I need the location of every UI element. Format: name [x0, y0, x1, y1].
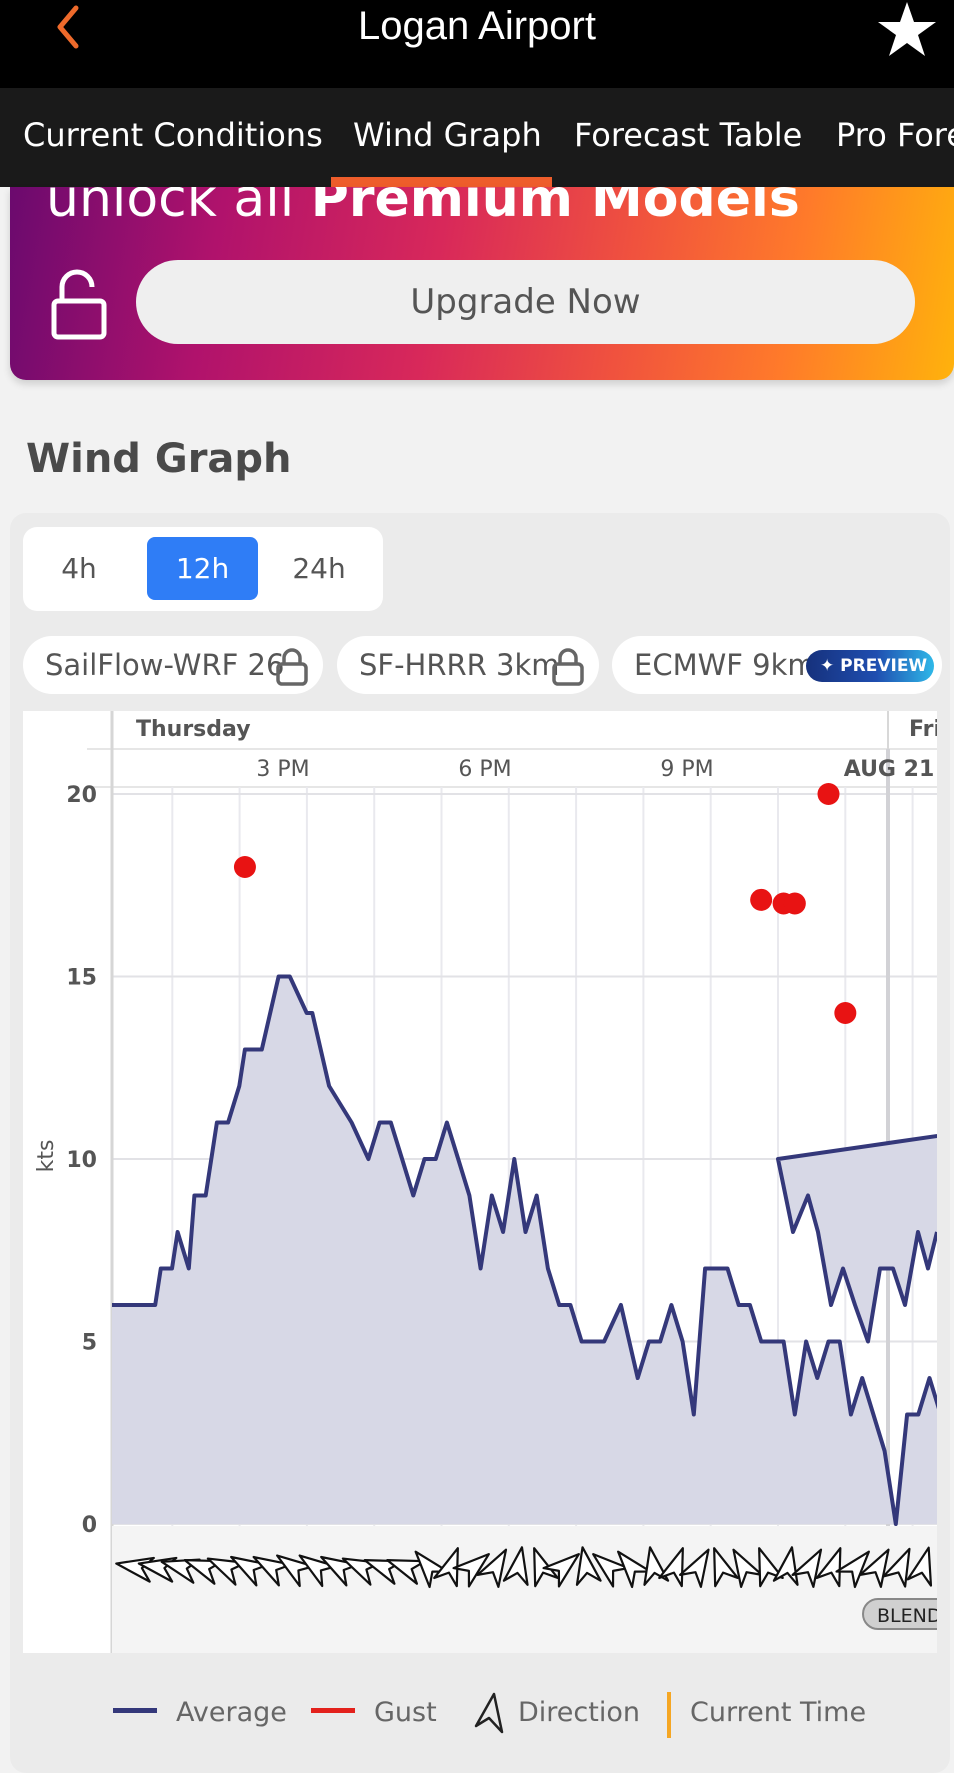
legend-gust-swatch — [311, 1708, 355, 1713]
direction-arrow — [859, 1548, 890, 1588]
average-area-fill — [112, 976, 937, 1524]
model-chip-label: SF-HRRR 3km — [359, 648, 560, 682]
preview-badge: ✦ PREVIEW — [806, 650, 934, 682]
tab-pro-forecast[interactable]: Pro Fore — [836, 116, 954, 154]
direction-arrow — [476, 1548, 508, 1588]
direction-arrow — [713, 1547, 739, 1588]
range-24h-button[interactable]: 24h — [292, 552, 346, 585]
y-axis-label: kts — [34, 1140, 59, 1173]
tab-bar: Current Conditions Wind Graph Forecast T… — [0, 88, 954, 187]
model-chip-label: ECMWF 9km — [634, 648, 816, 682]
page-title: Logan Airport — [358, 4, 596, 48]
direction-arrow — [732, 1548, 763, 1588]
direction-arrow — [791, 1548, 823, 1588]
direction-arrow — [679, 1548, 710, 1588]
gust-point — [817, 783, 840, 805]
direction-row-bg — [112, 1526, 937, 1653]
x-tick-label: AUG 21 — [844, 757, 935, 782]
unlock-icon — [51, 269, 107, 340]
y-tick-label: 0 — [82, 1513, 97, 1538]
direction-arrow — [592, 1553, 630, 1588]
tab-wind-graph[interactable]: Wind Graph — [353, 116, 542, 154]
lock-icon — [552, 648, 584, 686]
section-title: Wind Graph — [26, 436, 292, 482]
model-tag-label: BLEND — [877, 1605, 937, 1627]
direction-arrow — [575, 1546, 602, 1586]
banner-text-prefix: unlock all — [46, 187, 295, 229]
day-label: Thursday — [136, 717, 251, 742]
direction-arrow — [386, 1559, 427, 1585]
banner-text: unlock all Premium Models — [46, 187, 800, 229]
model-tag: BLEND — [862, 1598, 937, 1630]
model-tag-bg — [862, 1598, 937, 1630]
direction-arrow — [617, 1550, 652, 1589]
premium-banner: unlock all Premium Models Upgrade Now — [10, 187, 954, 380]
chevron-left-icon[interactable] — [50, 2, 90, 52]
preview-badge-label: PREVIEW — [840, 656, 928, 676]
direction-arrow — [542, 1553, 580, 1588]
y-tick-label: 15 — [66, 966, 97, 991]
tab-current-conditions[interactable]: Current Conditions — [23, 116, 323, 154]
direction-arrow — [502, 1546, 529, 1586]
average-line — [112, 974, 937, 1526]
model-chip-sf-hrrr[interactable]: SF-HRRR 3km — [337, 636, 599, 694]
gust-point — [783, 892, 806, 915]
direction-row: BLEND — [115, 1546, 937, 1630]
x-tick-label: 3 PM — [256, 757, 309, 782]
top-bar: Logan Airport — [0, 0, 954, 88]
wind-chart[interactable]: kts 20 15 10 5 0 Thursday Fri 3 PM 6 PM 9 PM AUG 21… — [23, 711, 937, 1653]
y-tick-label: 10 — [66, 1148, 97, 1173]
legend-current-time-label: Current Time — [690, 1697, 867, 1728]
upgrade-now-button[interactable]: Upgrade Now — [136, 260, 915, 344]
average-area — [112, 974, 937, 1526]
chart-legend — [23, 1653, 937, 1749]
gust-points — [233, 783, 857, 1024]
direction-arrow — [906, 1546, 933, 1587]
model-chip-sailflow-wrf[interactable]: SailFlow-WRF 26 — [23, 636, 323, 694]
lock-icon — [276, 648, 308, 686]
legend-average-label: Average — [176, 1697, 287, 1728]
direction-arrow — [758, 1547, 784, 1588]
arrow-direction-icon — [474, 1692, 504, 1734]
direction-arrow — [206, 1557, 247, 1586]
x-tick-label: 6 PM — [458, 757, 511, 782]
banner-text-bold: Premium Models — [310, 187, 800, 229]
day-label: Fri — [909, 717, 937, 742]
direction-arrow — [252, 1555, 292, 1587]
chart-labels: kts 20 15 10 5 0 Thursday Fri 3 PM 6 PM 9 PM AUG 21 — [34, 717, 937, 1538]
gust-point — [834, 1002, 857, 1024]
legend-current-time-swatch — [667, 1692, 671, 1738]
star-icon[interactable] — [874, 0, 940, 60]
gust-point — [233, 856, 256, 878]
y-tick-label: 5 — [82, 1331, 97, 1356]
tab-forecast-table[interactable]: Forecast Table — [574, 116, 803, 154]
legend-direction-label: Direction — [518, 1697, 640, 1728]
x-tick-label: 9 PM — [660, 757, 713, 782]
time-range-selector: 4h 12h 24h — [23, 527, 383, 611]
active-tab-indicator — [331, 177, 552, 187]
gust-point — [750, 888, 773, 911]
range-12h-button[interactable]: 12h — [147, 537, 258, 600]
legend-gust-label: Gust — [374, 1697, 437, 1728]
model-chip-label: SailFlow-WRF 26 — [45, 648, 285, 682]
direction-arrow — [414, 1550, 450, 1589]
direction-arrow — [433, 1547, 459, 1588]
direction-arrow — [815, 1547, 842, 1588]
direction-arrow — [298, 1554, 338, 1588]
direction-arrow — [452, 1553, 490, 1588]
legend-average-swatch — [113, 1708, 157, 1713]
direction-arrow — [882, 1547, 911, 1588]
wind-chart-panel[interactable]: kts 20 15 10 5 0 Thursday Fri 3 PM 6 PM 9 PM AUG 21… — [23, 711, 937, 1653]
y-tick-label: 20 — [66, 783, 97, 808]
direction-arrow — [276, 1554, 315, 1588]
range-4h-button[interactable]: 4h — [61, 552, 97, 585]
